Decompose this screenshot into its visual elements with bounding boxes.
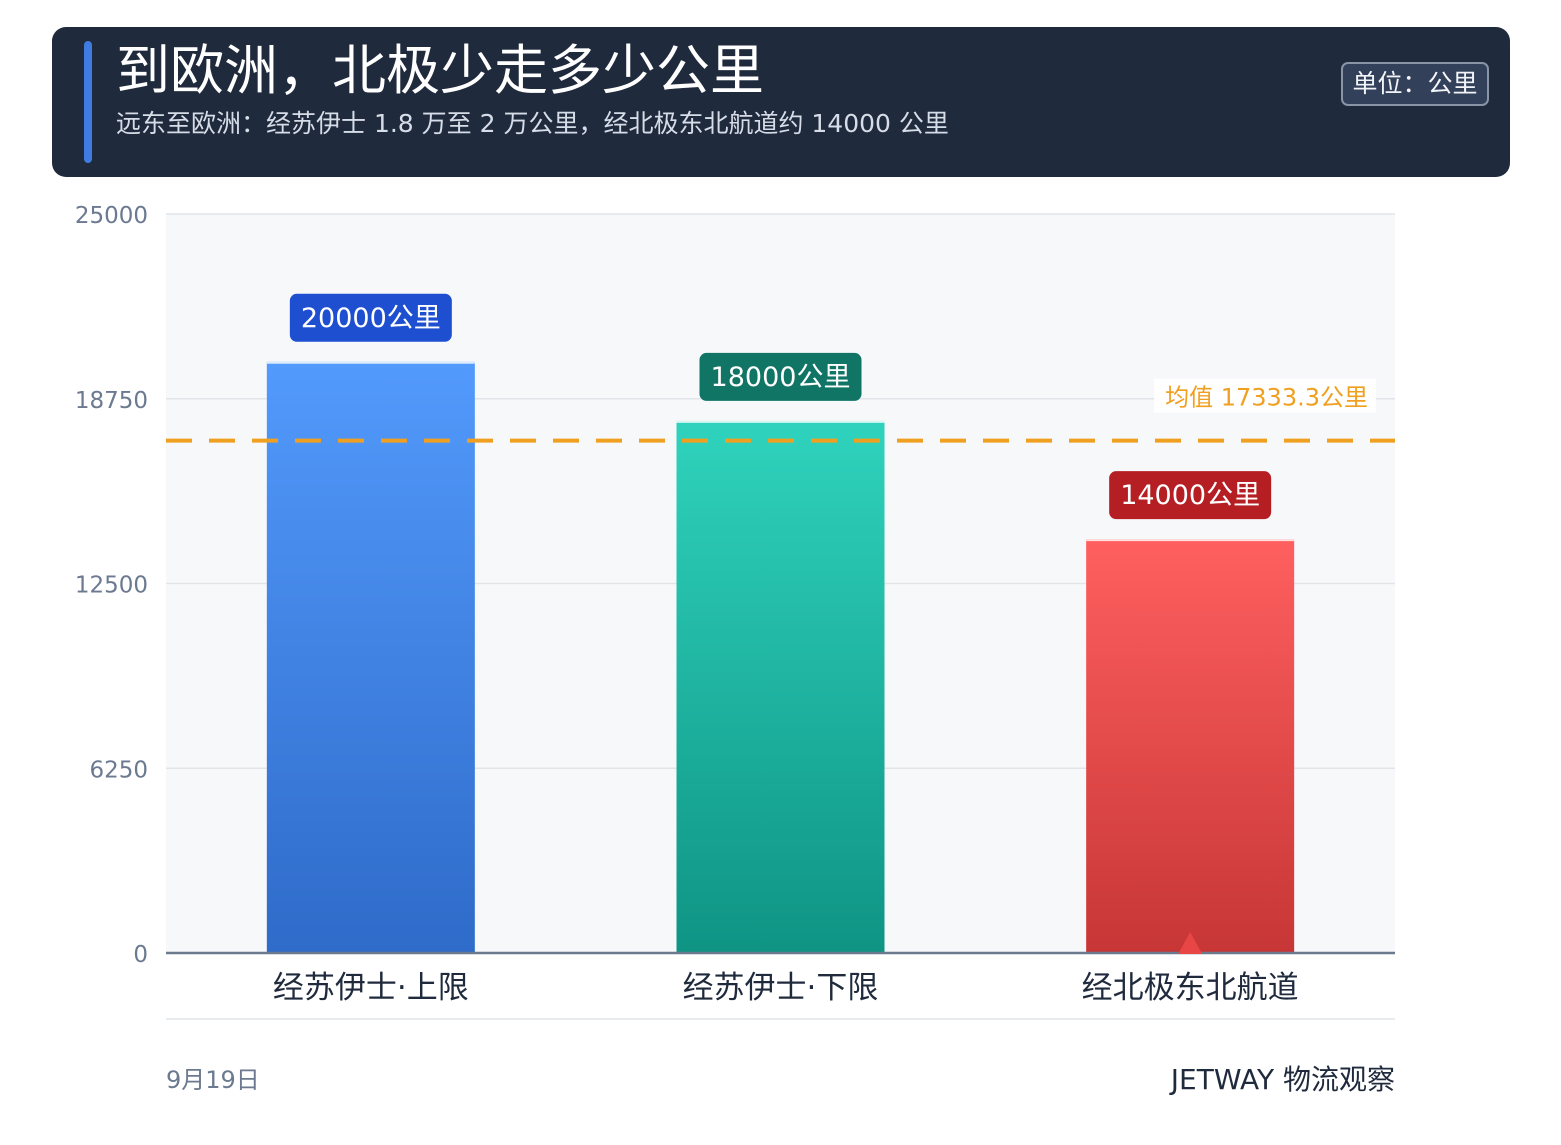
y-tick-label: 6250 xyxy=(89,757,148,783)
header-banner xyxy=(52,27,1510,177)
y-tick-label: 0 xyxy=(133,942,148,968)
footer-date: 9月19日 xyxy=(166,1066,260,1094)
header-accent-bar xyxy=(84,41,92,163)
mean-line-label: 均值 17333.3公里 xyxy=(1165,384,1368,412)
bar xyxy=(676,420,885,953)
unit-badge: 单位：公里 xyxy=(1341,62,1489,106)
y-tick-label: 18750 xyxy=(75,388,148,414)
value-label-pill xyxy=(289,293,452,342)
bar xyxy=(1086,539,1295,953)
value-label-pill xyxy=(699,352,862,401)
highlight-marker xyxy=(1178,932,1203,954)
footer-brand: JETWAY 物流观察 xyxy=(1170,1063,1395,1096)
y-tick-label: 25000 xyxy=(75,203,148,229)
x-tick-label: 经苏伊士·下限 xyxy=(683,970,879,1006)
mean-label-background xyxy=(1154,378,1376,413)
value-label: 20000公里 xyxy=(301,303,441,334)
value-label: 14000公里 xyxy=(1120,480,1260,511)
y-tick-label: 12500 xyxy=(75,573,148,599)
page-subtitle: 远东至欧洲：经苏伊士 1.8 万至 2 万公里，经北极东北航道约 14000 公… xyxy=(116,109,949,138)
page-title: 到欧洲，北极少走多少公里 xyxy=(116,39,764,102)
value-label-pill xyxy=(1109,471,1272,520)
x-tick-label: 经苏伊士·上限 xyxy=(273,970,469,1006)
value-label: 18000公里 xyxy=(711,362,851,393)
bar xyxy=(266,361,475,953)
x-tick-label: 经北极东北航道 xyxy=(1082,970,1299,1006)
